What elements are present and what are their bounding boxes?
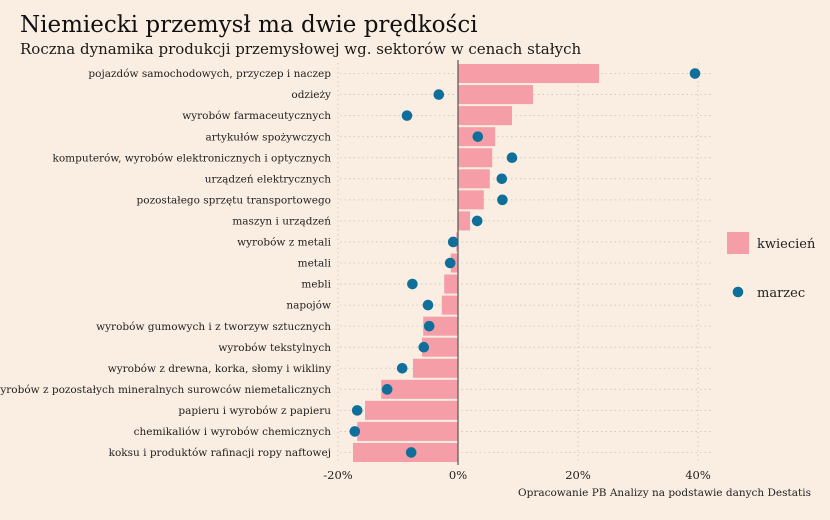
point [497, 194, 508, 206]
bar [413, 358, 458, 378]
bar [381, 379, 458, 399]
category-label: wyrobów gumowych i z tworzyw sztucznych [96, 321, 331, 333]
point [401, 110, 413, 121]
category-label: urządzeń elektrycznych [205, 173, 331, 185]
point [689, 68, 701, 79]
point [407, 278, 418, 290]
bar [458, 169, 490, 189]
bar [458, 211, 470, 231]
point [349, 426, 361, 437]
chart-subtitle: Roczna dynamika produkcji przemysłowej w… [20, 40, 582, 58]
point [396, 362, 408, 374]
category-label: mebli [301, 279, 331, 291]
bar [423, 316, 458, 336]
point [423, 320, 435, 332]
point [444, 257, 456, 269]
category-label: wyrobów z metali [237, 237, 332, 249]
bar [458, 85, 533, 105]
bar [458, 148, 493, 168]
bar [353, 442, 458, 462]
point [381, 384, 393, 395]
legend-swatch-point [732, 286, 744, 298]
point [405, 447, 417, 458]
bar [458, 190, 484, 210]
point [418, 341, 430, 353]
category-label: artykułów spożywczych [206, 131, 332, 143]
category-label: maszyn i urządzeń [232, 215, 331, 227]
category-label: pojazdów samochodowych, przyczep i nacze… [88, 68, 331, 80]
category-label: napojów [286, 300, 331, 312]
bar [444, 274, 458, 294]
bar [422, 337, 458, 357]
legend-label: marzec [757, 286, 805, 301]
category-label: papieru i wyrobów z papieru [178, 405, 331, 417]
point [472, 131, 484, 142]
category-label: chemikaliów i wyrobów chemicznych [134, 426, 332, 438]
x-tick-label: 20% [565, 468, 591, 482]
category-label: koksu i produktów rafinacji ropy naftowe… [109, 447, 331, 459]
bar [458, 64, 599, 84]
category-label: pozostałego sprzętu transportowego [137, 194, 331, 206]
point [422, 299, 434, 311]
category-label: wyrobów z pozostałych mineralnych surowc… [0, 384, 331, 396]
category-label: odzieży [291, 89, 331, 101]
chart-title: Niemiecki przemysł ma dwie prędkości [20, 12, 478, 38]
point [496, 173, 508, 185]
bar [365, 400, 458, 420]
legend-label: kwiecień [757, 237, 816, 252]
category-label: wyrobów tekstylnych [218, 342, 331, 354]
bar [357, 421, 458, 441]
point [471, 215, 483, 227]
point [447, 236, 459, 248]
x-tick-label: 40% [685, 468, 711, 482]
bar [458, 106, 512, 126]
bar [441, 295, 458, 315]
source-note: Opracowanie PB Analizy na podstawie dany… [518, 487, 811, 499]
category-label: wyrobów z drewna, korka, słomy i wikliny [108, 363, 331, 375]
x-tick-label: 0% [449, 468, 467, 482]
point [506, 152, 518, 164]
legend-swatch-bar [727, 232, 749, 254]
category-label: komputerów, wyrobów elektronicznych i op… [52, 152, 331, 164]
point [351, 405, 363, 416]
category-label: metali [298, 258, 332, 270]
point [433, 89, 445, 100]
x-tick-label: -20% [323, 468, 353, 482]
category-label: wyrobów farmaceutycznych [182, 110, 331, 122]
